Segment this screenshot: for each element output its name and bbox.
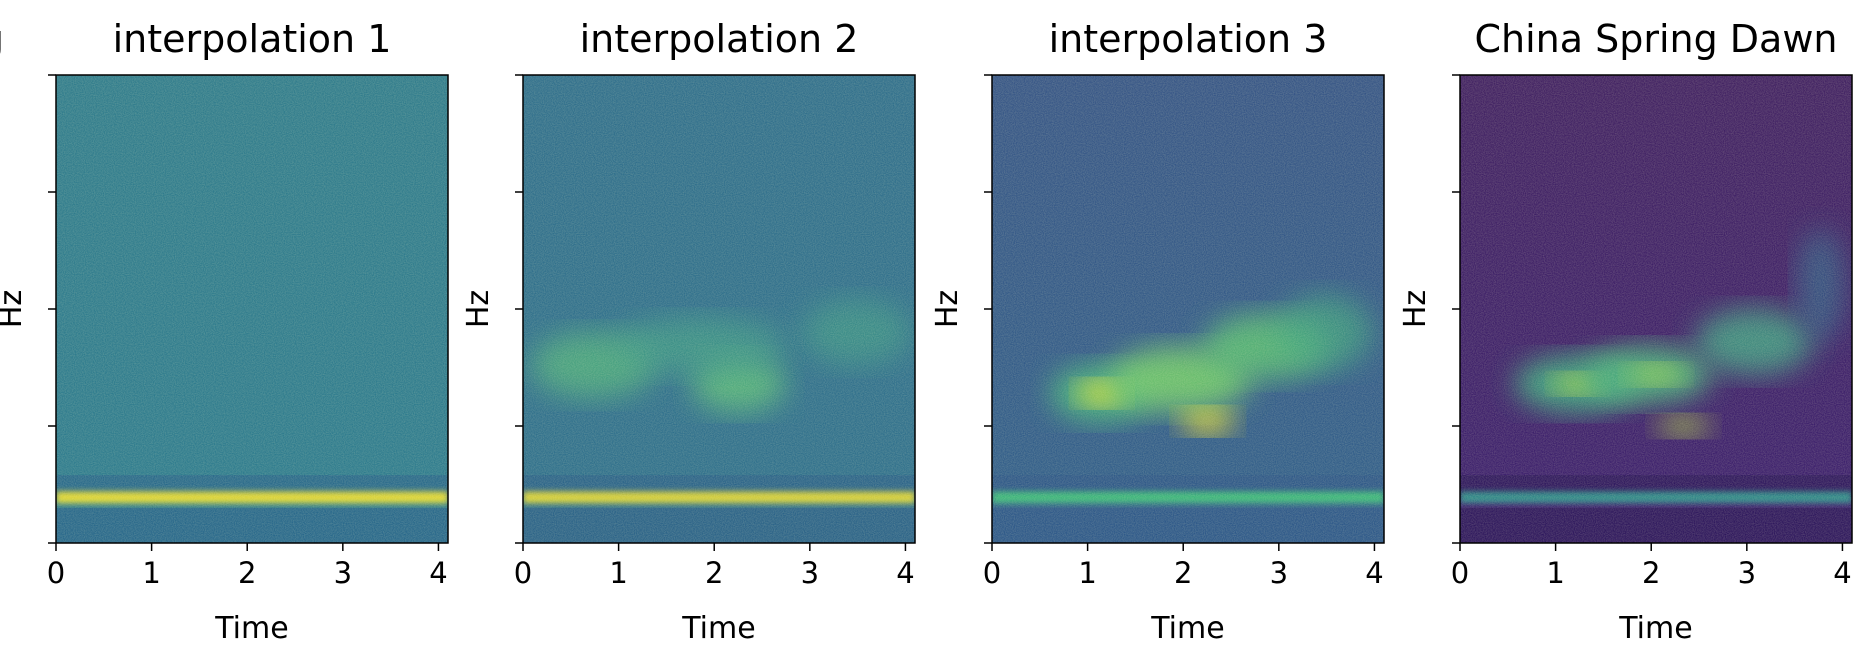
x-tick-label: 4 bbox=[429, 556, 447, 590]
x-axis-label: Time bbox=[214, 611, 288, 646]
x-tick-label: 1 bbox=[1078, 556, 1096, 590]
x-tick-label: 0 bbox=[1451, 556, 1469, 590]
x-tick-label: 2 bbox=[1642, 556, 1660, 590]
spectrogram-panel: 0 1 2 3 4 interpolation 1 Time Hz bbox=[0, 17, 449, 646]
spectrogram-panel: 0 1 2 3 4 interpolation 3 Time Hz bbox=[930, 17, 1385, 646]
x-axis-label: Time bbox=[1618, 611, 1692, 646]
spectrogram-image bbox=[992, 75, 1384, 543]
panel-title: g bbox=[0, 17, 4, 61]
panel-title: China Spring Dawn bbox=[1474, 17, 1837, 61]
x-tick-label: 2 bbox=[1174, 556, 1192, 590]
y-axis-label: Hz bbox=[461, 290, 496, 328]
x-axis-label: Time bbox=[1150, 611, 1224, 646]
x-tick-label: 1 bbox=[1546, 556, 1564, 590]
x-tick-label: 1 bbox=[609, 556, 627, 590]
y-axis-label: Hz bbox=[1398, 290, 1433, 328]
spectrogram-panel: 0 1 2 3 4 interpolation 2 Time Hz bbox=[461, 17, 916, 646]
x-tick-label: 0 bbox=[47, 556, 65, 590]
x-tick-label: 4 bbox=[896, 556, 914, 590]
x-axis-label: Time bbox=[681, 611, 755, 646]
x-tick-label: 4 bbox=[1833, 556, 1851, 590]
x-tick-label: 3 bbox=[1270, 556, 1288, 590]
x-tick-label: 0 bbox=[983, 556, 1001, 590]
y-axis-label: Hz bbox=[0, 290, 29, 328]
x-tick-label: 3 bbox=[334, 556, 352, 590]
x-tick-label: 2 bbox=[705, 556, 723, 590]
x-tick-label: 1 bbox=[142, 556, 160, 590]
y-axis-label: Hz bbox=[0, 290, 29, 328]
panel-title: interpolation 3 bbox=[1049, 17, 1328, 61]
spectrogram-image bbox=[523, 75, 915, 543]
x-tick-label: 4 bbox=[1365, 556, 1383, 590]
panel-title: interpolation 1 bbox=[113, 17, 392, 61]
x-tick-label: 2 bbox=[238, 556, 256, 590]
spectrogram-image bbox=[56, 75, 448, 543]
y-axis-label: Hz bbox=[930, 290, 965, 328]
x-tick-label: 0 bbox=[514, 556, 532, 590]
spectrogram-panel: 0 1 2 3 4 China Spring Dawn Time Hz bbox=[1398, 17, 1853, 646]
x-tick-label: 3 bbox=[801, 556, 819, 590]
panel-title: interpolation 2 bbox=[580, 17, 859, 61]
spectrogram-panels: 0 1 2 3 4 interpolation 1 Time Hz 0 1 2 3 4 interpola… bbox=[0, 17, 1853, 646]
spectrogram-panel-partial: g Hz bbox=[0, 17, 29, 328]
x-tick-label: 3 bbox=[1738, 556, 1756, 590]
spectrogram-image bbox=[1460, 75, 1852, 543]
